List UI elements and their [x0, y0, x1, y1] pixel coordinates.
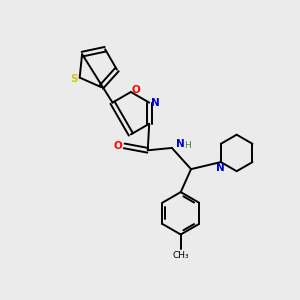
Text: N: N — [151, 98, 160, 108]
Text: N: N — [176, 139, 184, 148]
Text: N: N — [217, 163, 225, 173]
Text: S: S — [70, 74, 78, 84]
Text: O: O — [132, 85, 140, 95]
Text: H: H — [184, 141, 191, 150]
Text: CH₃: CH₃ — [172, 250, 189, 260]
Text: O: O — [114, 141, 123, 151]
